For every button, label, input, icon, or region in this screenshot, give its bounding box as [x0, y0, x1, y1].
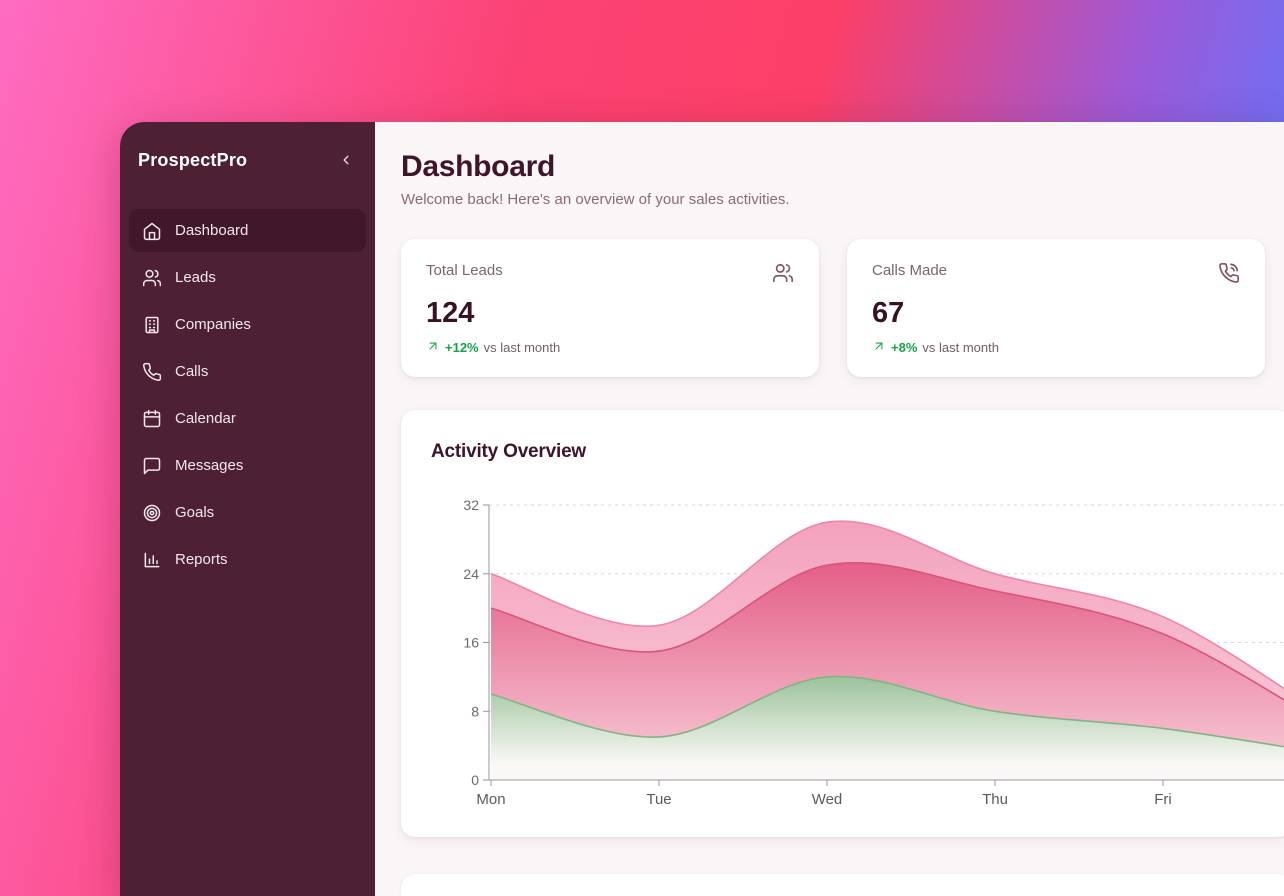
- y-axis-label: 16: [463, 635, 479, 651]
- x-axis-label: Tue: [646, 791, 671, 808]
- main-content: Dashboard Welcome back! Here's an overvi…: [375, 122, 1284, 896]
- trend-percent: +8%: [891, 340, 918, 355]
- line-mid-pink-band: [490, 562, 1284, 701]
- x-axis-label: Fri: [1154, 791, 1172, 808]
- sidebar-item-dashboard[interactable]: Dashboard: [129, 209, 366, 252]
- stat-card-value: 124: [426, 297, 475, 329]
- stat-card-label: Total Leads: [426, 262, 503, 279]
- area-green-band: [491, 676, 1284, 780]
- y-axis-label: 32: [463, 497, 479, 513]
- sidebar-item-label: Reports: [175, 551, 228, 568]
- x-axis-label: Mon: [476, 791, 505, 808]
- trend-percent: +12%: [445, 340, 479, 355]
- bar-chart-icon: [144, 552, 160, 567]
- stat-cards-row: Total Leads 124 +12% vs last month Calls Mad…: [401, 239, 1284, 377]
- stat-card-trend: +8% vs last month: [872, 339, 1240, 356]
- app-window: ProspectPro Dashboard Leads Companies Calls…: [120, 122, 1284, 896]
- users-icon: [142, 269, 162, 286]
- stat-card-label: Calls Made: [872, 262, 948, 279]
- stat-card: Calls Made 67 +8% vs last month: [847, 239, 1265, 377]
- activity-overview-card: Activity Overview 0 8 16 24 32 Mon Tue Wed Thu Fr…: [401, 410, 1284, 837]
- calendar-icon: [143, 409, 161, 427]
- building-icon: [145, 316, 159, 333]
- line-upper-pink-band: [490, 520, 1284, 690]
- sidebar-item-messages[interactable]: Messages: [129, 444, 366, 487]
- chart-title: Activity Overview: [431, 441, 587, 462]
- sidebar-nav: Dashboard Leads Companies Calls Calendar Mess…: [120, 209, 375, 585]
- sidebar-item-label: Goals: [175, 504, 215, 521]
- sidebar-item-calls[interactable]: Calls: [129, 350, 366, 393]
- y-axis-label: 8: [471, 703, 479, 719]
- partial-bottom-card: [401, 874, 1284, 896]
- chevron-left-icon: [343, 155, 349, 165]
- sidebar-item-label: Dashboard: [175, 222, 249, 239]
- users-icon: [773, 263, 793, 283]
- sidebar: ProspectPro Dashboard Leads Companies Calls…: [120, 122, 375, 896]
- page-title: Dashboard: [401, 150, 555, 183]
- target-icon: [143, 504, 161, 521]
- stat-card-header: Calls Made: [872, 262, 1240, 289]
- stat-card-header: Total Leads: [426, 262, 794, 289]
- sidebar-item-calendar[interactable]: Calendar: [129, 397, 366, 440]
- y-axis-label: 24: [463, 566, 479, 582]
- sidebar-item-label: Companies: [175, 316, 251, 333]
- trend-suffix: vs last month: [922, 340, 999, 355]
- stat-card: Total Leads 124 +12% vs last month: [401, 239, 819, 377]
- sidebar-item-label: Messages: [175, 457, 244, 474]
- sidebar-header: ProspectPro: [120, 122, 375, 171]
- trend-up-icon: [875, 342, 883, 350]
- sidebar-item-reports[interactable]: Reports: [129, 538, 366, 581]
- message-icon: [143, 457, 161, 474]
- stat-card-trend: +12% vs last month: [426, 339, 794, 356]
- sidebar-item-label: Calls: [175, 363, 209, 380]
- line-green-band: [490, 675, 1284, 748]
- activity-area-chart: 08162432MonTueWedThuFriSat: [463, 497, 1284, 808]
- sidebar-item-goals[interactable]: Goals: [129, 491, 366, 534]
- y-axis-label: 0: [471, 772, 479, 788]
- brand-logo: ProspectPro: [138, 149, 248, 170]
- phone-icon: [143, 362, 162, 381]
- phone-call-icon: [1219, 263, 1239, 283]
- sidebar-item-leads[interactable]: Leads: [129, 256, 366, 299]
- trend-suffix: vs last month: [483, 340, 561, 355]
- stat-card-value: 67: [872, 297, 905, 329]
- sidebar-item-label: Calendar: [175, 410, 236, 427]
- x-axis-label: Wed: [812, 791, 843, 808]
- home-icon: [143, 222, 161, 240]
- sidebar-collapse-button[interactable]: [335, 149, 357, 171]
- page-subtitle: Welcome back! Here's an overview of your…: [401, 191, 790, 208]
- x-axis-label: Thu: [982, 791, 1008, 808]
- trend-up-icon: [429, 342, 437, 350]
- sidebar-item-companies[interactable]: Companies: [129, 303, 366, 346]
- sidebar-item-label: Leads: [175, 269, 216, 286]
